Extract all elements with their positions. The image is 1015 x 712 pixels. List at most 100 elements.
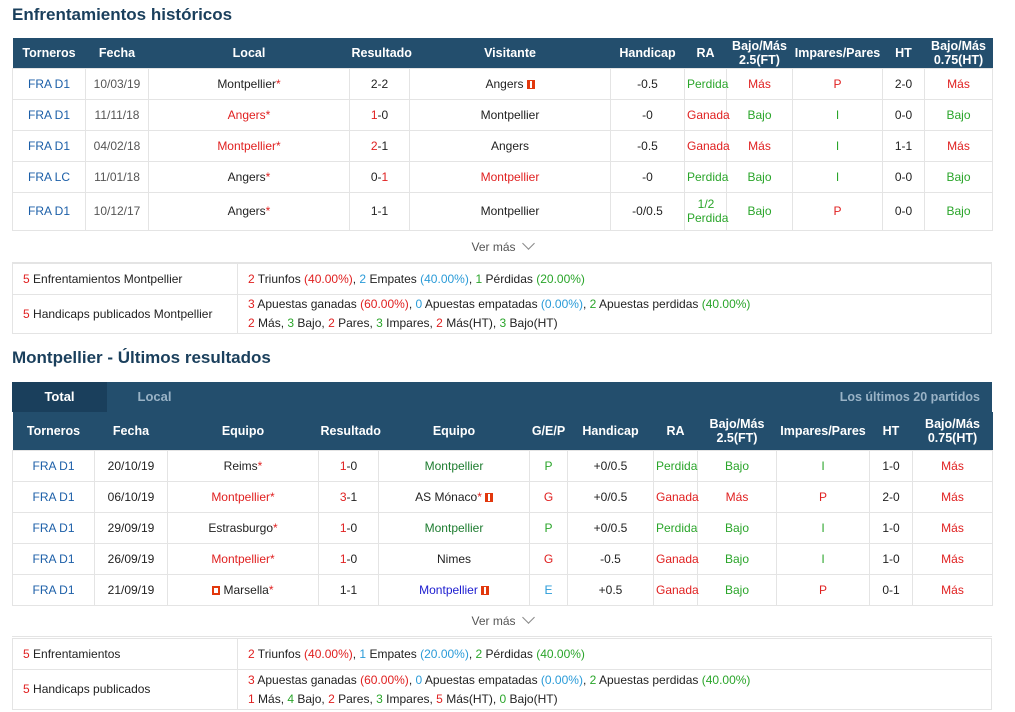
home-team-link[interactable]: Reims (223, 458, 258, 473)
competition-link[interactable]: FRA D1 (27, 107, 70, 122)
competition-link[interactable]: FRA LC (27, 169, 70, 184)
handicap-cell: -0 (610, 98, 685, 131)
h2h-summary: 5 Enfrentamientos Montpellier 2 Triunfos… (12, 263, 992, 334)
ou-cell: Más (726, 67, 793, 100)
competition-link[interactable]: FRA D1 (32, 582, 75, 597)
away-team-link[interactable]: Montpellier (419, 582, 478, 597)
summary-fragment: 3 (248, 672, 255, 687)
away-team-link[interactable]: Angers (485, 76, 524, 91)
summary-fragment: (40.00%) (304, 646, 353, 661)
home-team-link[interactable]: Montpellier (211, 489, 271, 504)
summary-fragment: Impares, (382, 691, 437, 706)
summary-fragment: 2 (248, 271, 255, 286)
match-date: 11/01/18 (94, 169, 140, 184)
h2h-ver-mas-button[interactable]: Ver más (12, 232, 992, 263)
home-team-link[interactable]: Angers (227, 107, 266, 122)
col-header: Bajo/Más 2.5(FT) (726, 38, 793, 68)
ou-value: Más (748, 138, 771, 153)
ra-cell: Perdida (684, 160, 728, 193)
ou-ht-cell: Más (912, 573, 993, 606)
odd-even-cell: I (792, 160, 883, 193)
home-team-link[interactable]: Montpellier (217, 76, 277, 91)
ht-cell: 1-1 (882, 129, 925, 162)
home-team-link[interactable]: Estrasburgo (208, 520, 274, 535)
ou-cell: Bajo (726, 160, 793, 193)
recent-title: Montpellier - Últimos resultados (12, 348, 271, 367)
away-team-link[interactable]: Montpellier (480, 169, 540, 184)
result-cell: 1-0 (318, 542, 379, 575)
summary-fragment: (0.00%) (540, 672, 583, 687)
gep-value: G (543, 551, 554, 566)
handicap-cell: -0.5 (610, 67, 685, 100)
score-separator: - (377, 138, 382, 153)
away-score: 1 (350, 582, 358, 597)
away-team-link[interactable]: Montpellier (480, 107, 540, 122)
summary-count: 5 (23, 306, 30, 321)
summary-label: 5 Handicaps publicados Montpellier (12, 294, 238, 334)
summary-fragment: Más, (254, 316, 288, 330)
away-team-link[interactable]: AS Mónaco (415, 489, 478, 504)
summary-value: 3 Apuestas ganadas (60.00%), 0 Apuestas … (237, 294, 992, 334)
date-cell: 10/03/19 (85, 67, 149, 100)
summary-count: 5 (23, 682, 30, 696)
summary-fragment: 2 (436, 316, 443, 330)
last-matches-selector[interactable]: Los últimos 20 partidos (839, 390, 980, 404)
away-score: 0 (350, 551, 358, 566)
summary-fragment: , (468, 646, 476, 661)
home-team-link[interactable]: Montpellier (217, 138, 277, 153)
gep-cell: P (529, 511, 568, 544)
odd-even-cell: I (776, 449, 870, 482)
away-team-link[interactable]: Angers (490, 138, 530, 153)
ra-cell: Ganada (653, 542, 699, 575)
red-card-icon (480, 585, 489, 595)
date-cell: 06/10/19 (94, 480, 168, 513)
away-team-link[interactable]: Nimes (436, 551, 471, 566)
match-date: 29/09/19 (107, 520, 155, 535)
summary-fragment: 1 (475, 271, 483, 286)
tab-local[interactable]: Local (137, 389, 172, 404)
home-team-link[interactable]: Montpellier (211, 551, 271, 566)
handicap-cell: +0/0.5 (567, 511, 654, 544)
col-header: Handicap (567, 412, 654, 450)
star-icon: * (270, 551, 275, 566)
ht-cell: 0-0 (882, 160, 925, 193)
home-team-link[interactable]: Marsella (223, 582, 269, 597)
summary-fragment: Pares, (334, 691, 377, 706)
ou-ht-value: Bajo (946, 204, 971, 218)
ht-score: 1-0 (882, 520, 900, 535)
home-team-link[interactable]: Angers (227, 204, 266, 218)
summary-fragment: (40.00%) (304, 271, 353, 286)
competition-link[interactable]: FRA D1 (32, 489, 75, 504)
odd-even-value: I (835, 107, 840, 122)
competition-link[interactable]: FRA D1 (27, 76, 70, 91)
table-row: FRA D1 10/12/17 Angers* 1-1 Montpellier -0/0.… (12, 191, 993, 231)
match-date: 20/10/19 (107, 458, 155, 473)
table-row: FRA D1 21/09/19 Marsella* 1-1 Montpellier E +0… (12, 573, 993, 606)
competition-link[interactable]: FRA D1 (32, 551, 75, 566)
ou-ht-cell: Bajo (924, 160, 993, 193)
competition-link[interactable]: FRA D1 (32, 520, 75, 535)
col-header: Equipo (378, 412, 530, 450)
odd-even-value: I (835, 169, 840, 184)
away-team-link[interactable]: Montpellier (424, 520, 484, 535)
summary-fragment: , (408, 672, 416, 687)
summary-fragment: 4 (287, 691, 295, 706)
tab-total[interactable]: Total (12, 382, 107, 412)
away-team-cell: Montpellier (409, 191, 611, 231)
col-header: Torneros (12, 38, 86, 68)
summary-label-text: Handicaps publicados Montpellier (29, 306, 213, 321)
competition-link[interactable]: FRA D1 (27, 138, 70, 153)
ra-value: Perdida (656, 458, 698, 473)
home-team-link[interactable]: Angers (227, 169, 266, 184)
gep-cell: G (529, 542, 568, 575)
table-row: FRA D1 04/02/18 Montpellier* 2-1 Angers -0.5 G… (12, 129, 993, 162)
recent-ver-mas-button[interactable]: Ver más (12, 606, 992, 637)
competition-link[interactable]: FRA D1 (32, 458, 75, 473)
competition-link[interactable]: FRA D1 (27, 204, 70, 218)
score-separator: - (377, 76, 382, 91)
ou-cell: Bajo (697, 573, 777, 606)
away-team-link[interactable]: Montpellier (424, 458, 484, 473)
away-team-link[interactable]: Montpellier (480, 204, 540, 218)
home-team-cell: Estrasburgo* (167, 511, 319, 544)
result-cell: 0-1 (349, 160, 410, 193)
